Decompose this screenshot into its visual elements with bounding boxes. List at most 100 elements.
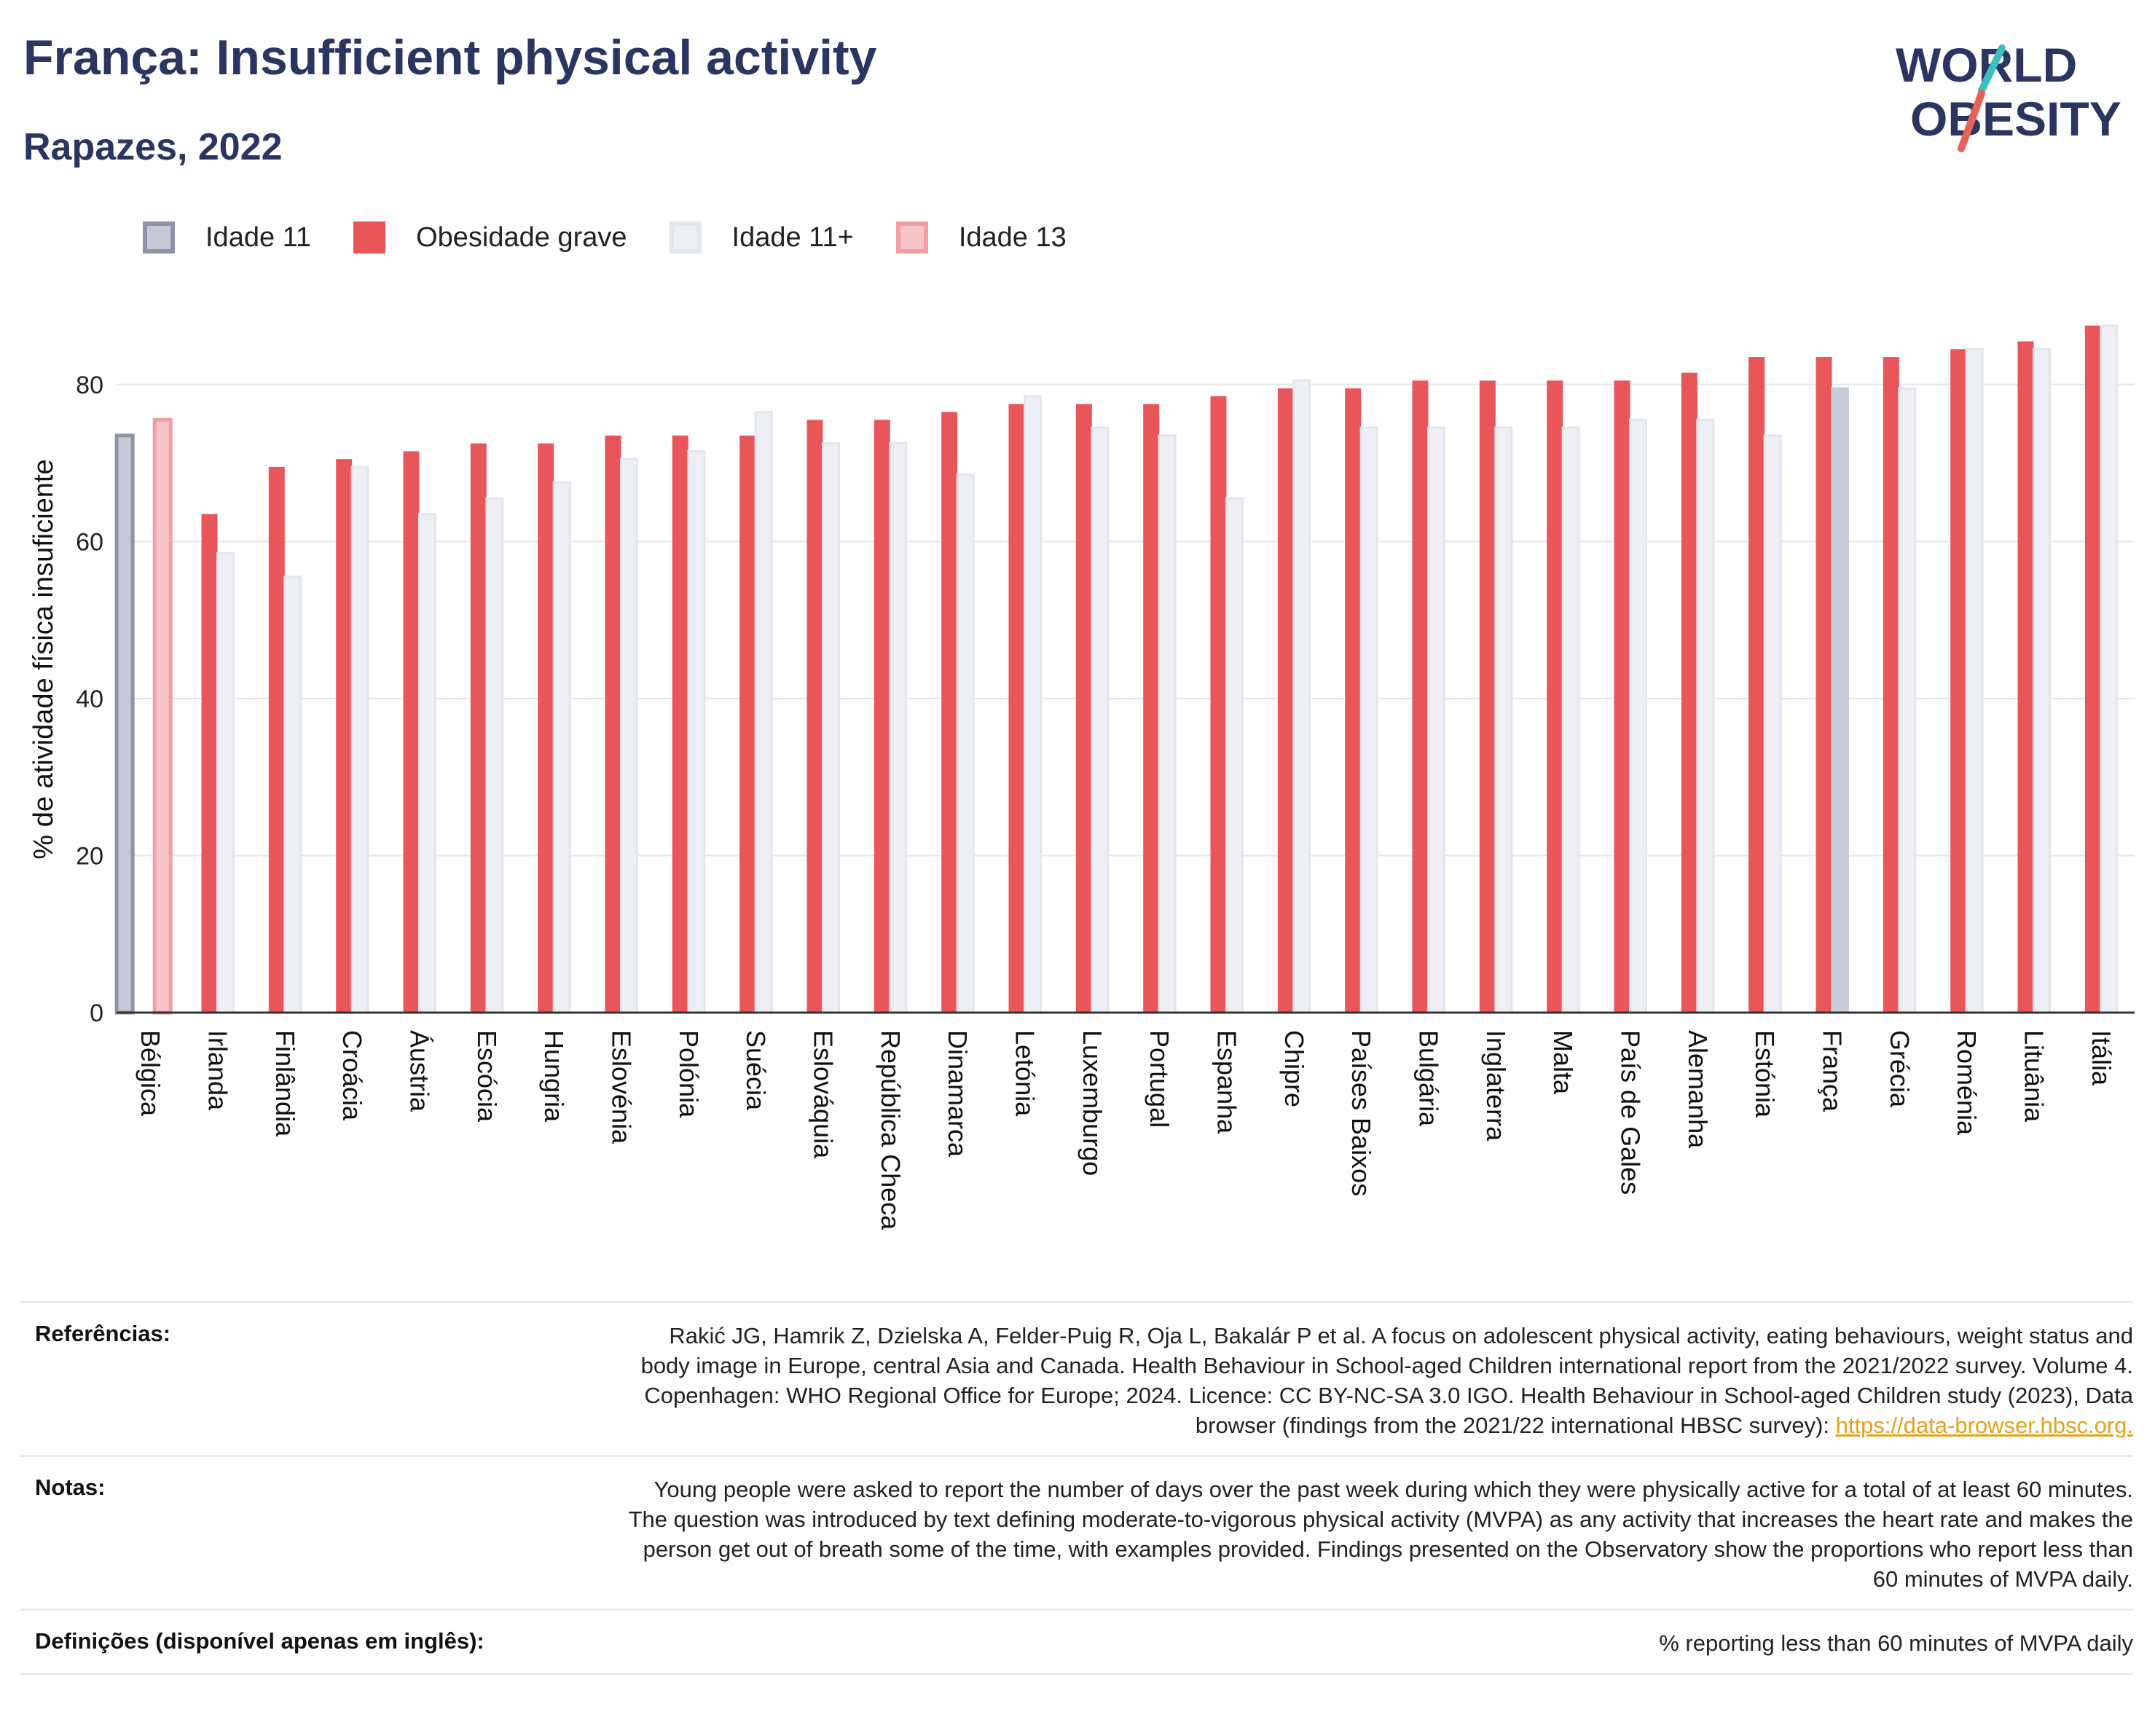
category-group-franca — [1816, 357, 1849, 1014]
bar-obesidade-grave-inglaterra — [1479, 380, 1496, 1013]
x-tick-label-bulgaria: Bulgária — [1414, 1030, 1444, 1127]
category-group-eslovenia — [605, 435, 638, 1014]
x-tick-label-republica-checa: República Checa — [876, 1030, 906, 1230]
bar-obesidade-grave-escocia — [470, 443, 487, 1013]
y-tick-label: 0 — [90, 999, 103, 1027]
x-tick-label-finlandia: Finlândia — [270, 1030, 300, 1137]
x-tick-label-malta: Malta — [1548, 1030, 1578, 1095]
legend-item-idade-13[interactable]: Idade 13 — [895, 221, 1067, 254]
bar-idade-11-plus-hungria — [552, 482, 571, 1014]
legend-swatch-idade-11-plus — [669, 221, 702, 254]
bar-obesidade-grave-portugal — [1143, 404, 1160, 1013]
bar-idade-11-plus-chipre — [1292, 379, 1311, 1014]
category-group-letonia — [1008, 395, 1042, 1014]
chart-legend: Idade 11 Obesidade grave Idade 11+ Idade… — [143, 216, 1109, 259]
x-tick-label-chipre: Chipre — [1279, 1030, 1309, 1107]
category-group-paises-baixos — [1345, 388, 1378, 1014]
category-group-finlandia — [268, 466, 302, 1014]
bar-obesidade-grave-dinamarca — [941, 412, 958, 1013]
bar-idade-11-plus-espanha — [1225, 497, 1244, 1014]
legend-item-idade-11-plus[interactable]: Idade 11+ — [669, 221, 854, 254]
references-body: Rakić JG, Hamrik Z, Dzielska A, Felder-P… — [640, 1323, 2133, 1438]
bar-obesidade-grave-irlanda — [201, 514, 218, 1013]
bar-obesidade-grave-republica-checa — [874, 420, 890, 1013]
category-group-lituania — [2017, 341, 2051, 1014]
bar-obesidade-grave-franca — [1816, 357, 1832, 1013]
logo-slash-teal — [1978, 44, 2006, 94]
category-group-alemanha — [1681, 372, 1715, 1014]
bar-idade-11-plus-irlanda — [216, 552, 235, 1014]
category-group-malta — [1547, 380, 1580, 1014]
bar-idade-11-plus-bulgaria — [1427, 426, 1445, 1014]
y-axis-label: % de atividade física insuficiente — [28, 459, 59, 859]
x-tick-label-franca: França — [1818, 1030, 1848, 1112]
bar-idade-11-plus-grecia — [1898, 387, 1917, 1014]
references-row: Referências: Rakić JG, Hamrik Z, Dzielsk… — [20, 1301, 2133, 1455]
bar-idade-11-plus-suecia — [754, 411, 773, 1014]
x-tick-label-italia: Itália — [2087, 1030, 2116, 1086]
notes-row: Notas: Young people were asked to report… — [20, 1455, 2133, 1609]
bar-obesidade-grave-luxemburgo — [1075, 404, 1092, 1013]
logo-slash-coral — [1958, 90, 1985, 152]
hbsc-data-browser-link[interactable]: https://data-browser.hbsc.org. — [1835, 1413, 2133, 1438]
category-group-polonia — [672, 435, 706, 1014]
bar-obesidade-grave-suecia — [739, 435, 756, 1013]
legend-item-idade-11[interactable]: Idade 11 — [143, 221, 311, 254]
references-text: Rakić JG, Hamrik Z, Dzielska A, Felder-P… — [618, 1321, 2133, 1440]
y-tick-label: 20 — [76, 842, 103, 870]
bar-idade-11-plus-dinamarca — [956, 474, 975, 1014]
bar-idade-11-belgica — [114, 433, 135, 1015]
x-tick-label-hungria: Hungria — [539, 1030, 569, 1123]
bar-idade-11-plus-eslovenia — [620, 457, 638, 1014]
bar-idade-11-plus-croacia — [350, 466, 369, 1014]
category-group-pais-de-gales — [1614, 380, 1647, 1014]
bar-idade-11-plus-luxemburgo — [1091, 426, 1110, 1014]
bar-obesidade-grave-austria — [403, 451, 420, 1013]
x-tick-label-lituania: Lituânia — [2019, 1030, 2049, 1123]
category-group-portugal — [1143, 404, 1177, 1014]
bar-obesidade-grave-finlandia — [268, 466, 285, 1013]
bar-obesidade-grave-grecia — [1883, 357, 1899, 1013]
x-tick-label-paises-baixos: Países Baixos — [1346, 1030, 1376, 1196]
definitions-row: Definições (disponível apenas em inglês)… — [20, 1609, 2133, 1675]
bar-idade-11-plus-portugal — [1158, 434, 1177, 1014]
chart-subtitle: Rapazes, 2022 — [23, 126, 283, 168]
x-tick-label-belgica: Bélgica — [136, 1030, 165, 1117]
bar-idade-11-plus-alemanha — [1696, 418, 1715, 1014]
category-group-espanha — [1210, 396, 1244, 1014]
definitions-text: % reporting less than 60 minutes of MVPA… — [1659, 1630, 2133, 1656]
category-group-republica-checa — [874, 420, 908, 1014]
category-group-croacia — [336, 459, 369, 1014]
category-group-eslovaquia — [806, 420, 840, 1014]
bar-obesidade-grave-romenia — [1950, 349, 1967, 1013]
x-tick-label-luxemburgo: Luxemburgo — [1078, 1030, 1107, 1176]
bar-idade-11-plus-malta — [1561, 426, 1580, 1014]
bar-idade-11-plus-finlandia — [283, 576, 302, 1014]
category-group-grecia — [1883, 357, 1917, 1014]
x-tick-label-irlanda: Irlanda — [203, 1030, 233, 1111]
bar-obesidade-grave-italia — [2084, 325, 2101, 1013]
category-group-luxemburgo — [1075, 404, 1110, 1014]
bar-idade-11-plus-lituania — [2033, 347, 2051, 1014]
x-tick-label-pais-de-gales: País de Gales — [1616, 1030, 1646, 1195]
category-group-austria — [403, 451, 436, 1014]
logo-word-obesity: OBESITY — [1910, 92, 2121, 146]
bar-idade-11-plus-austria — [418, 513, 436, 1014]
category-group-romenia — [1950, 347, 1984, 1014]
legend-swatch-idade-13 — [895, 221, 928, 254]
bar-obesidade-grave-pais-de-gales — [1614, 380, 1630, 1013]
category-group-bulgaria — [1412, 380, 1445, 1014]
bar-obesidade-grave-eslovenia — [605, 435, 621, 1013]
legend-label-obesidade-grave: Obesidade grave — [416, 221, 627, 253]
category-group-chipre — [1277, 379, 1311, 1014]
legend-item-obesidade-grave[interactable]: Obesidade grave — [353, 221, 627, 254]
bar-idade-11-plus-republica-checa — [889, 442, 908, 1014]
definitions-key: Definições (disponível apenas em inglês)… — [35, 1628, 484, 1654]
bar-obesidade-grave-paises-baixos — [1345, 388, 1362, 1013]
bar-obesidade-grave-espanha — [1210, 396, 1227, 1013]
bar-idade-11-plus-escocia — [485, 497, 504, 1014]
category-group-estonia — [1748, 357, 1782, 1014]
category-group-hungria — [538, 443, 571, 1014]
legend-label-idade-13: Idade 13 — [958, 221, 1067, 253]
legend-label-idade-11: Idade 11 — [205, 221, 312, 253]
